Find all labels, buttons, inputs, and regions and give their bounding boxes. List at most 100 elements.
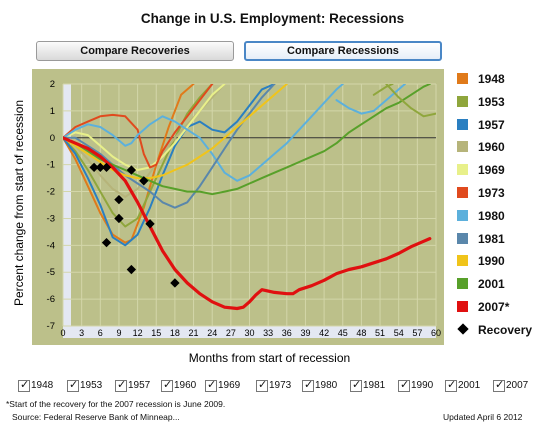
y-tick-label: -7 — [47, 321, 55, 332]
checkbox-label: 2001 — [458, 380, 481, 391]
y-tick-label: 2 — [50, 79, 55, 90]
updated-note: Updated April 6 2012 — [443, 412, 523, 422]
legend-swatch — [457, 232, 468, 244]
legend-label: 1981 — [478, 231, 505, 246]
legend-label: 2001 — [478, 277, 505, 292]
legend-label: 1953 — [478, 94, 505, 109]
x-tick-label: 39 — [300, 328, 310, 338]
series-group — [63, 84, 436, 311]
x-tick-label: 12 — [133, 328, 143, 338]
recovery-marker — [126, 165, 137, 175]
checkbox-box[interactable]: ✓ — [256, 379, 268, 392]
legend-label: 1960 — [478, 140, 505, 155]
checkmark-icon: ✓ — [352, 379, 362, 391]
series-line-1973 — [63, 84, 214, 169]
legend-swatch — [457, 141, 468, 153]
y-tick-label: 0 — [50, 133, 55, 144]
legend-label: 1980 — [478, 208, 505, 223]
checkbox-box[interactable]: ✓ — [350, 379, 362, 392]
compare-recessions-button[interactable]: Compare Recessions — [244, 41, 442, 61]
legend-label: 1990 — [478, 254, 505, 269]
recovery-marker — [145, 219, 155, 229]
checkbox-box[interactable]: ✓ — [445, 379, 457, 392]
series-line-extension-a — [372, 84, 394, 96]
recovery-marker — [126, 264, 137, 275]
x-tick-label: 27 — [226, 328, 236, 338]
y-tick-label: -3 — [47, 213, 55, 224]
legend-swatch — [457, 255, 468, 267]
checkbox-box[interactable]: ✓ — [67, 379, 79, 392]
legend-label: 1973 — [478, 186, 505, 200]
checkmark-icon: ✓ — [304, 379, 314, 391]
checkmark-icon: ✓ — [400, 379, 410, 391]
footnote: *Start of the recovery for the 2007 rece… — [6, 399, 226, 409]
x-tick-label: 36 — [282, 328, 292, 338]
x-tick-label: 18 — [170, 328, 180, 338]
checkbox-box[interactable]: ✓ — [398, 379, 410, 392]
x-tick-label: 51 — [375, 328, 385, 338]
legend-swatch — [457, 95, 468, 107]
legend-label: 1969 — [478, 163, 505, 178]
y-axis-band — [63, 84, 71, 326]
legend-swatch — [457, 187, 468, 198]
checkbox-box[interactable]: ✓ — [205, 379, 217, 392]
checkbox-label: 1969 — [218, 380, 241, 391]
legend-label: 2007* — [478, 300, 510, 314]
x-tick-label: 30 — [244, 328, 254, 338]
y-tick-label: -6 — [47, 294, 55, 305]
checkbox-label: 1948 — [31, 380, 54, 391]
series-line-1957 — [63, 84, 276, 247]
checkmark-icon: ✓ — [207, 379, 217, 391]
series-line-extension-c — [385, 84, 436, 118]
checkbox-label: 1980 — [315, 380, 338, 391]
compare-recoveries-button[interactable]: Compare Recoveries — [36, 41, 234, 61]
x-tick-label: 57 — [412, 328, 422, 338]
legend-label: 1957 — [478, 117, 505, 132]
checkbox-box[interactable]: ✓ — [18, 379, 30, 392]
recovery-marker — [101, 162, 112, 173]
checkbox-label: 1981 — [363, 380, 386, 391]
legend-swatch — [457, 301, 468, 312]
series-line-1980 — [63, 84, 344, 182]
checkbox-label: 2007 — [506, 380, 529, 391]
x-tick-label: 42 — [319, 328, 329, 338]
source-note: Source: Federal Reserve Bank of Minneap.… — [12, 412, 180, 422]
x-tick-label: 0 — [60, 328, 65, 338]
x-tick-label: 33 — [263, 328, 273, 338]
y-axis-title: Percent change from start of recession — [12, 100, 26, 306]
checkmark-icon: ✓ — [69, 379, 79, 391]
x-tick-label: 24 — [207, 328, 217, 338]
x-tick-label: 54 — [394, 328, 404, 338]
x-tick-label: 48 — [356, 328, 366, 338]
legend-swatch — [457, 118, 468, 130]
checkbox-box[interactable]: ✓ — [161, 379, 173, 392]
series-line-1953 — [63, 84, 214, 228]
checkbox-box[interactable]: ✓ — [493, 379, 505, 392]
y-tick-label: -1 — [47, 160, 55, 171]
checkbox-label: 1957 — [128, 380, 151, 391]
recovery-marker — [89, 162, 99, 173]
checkbox-box[interactable]: ✓ — [115, 379, 127, 392]
x-tick-label: 60 — [431, 328, 441, 338]
checkmark-icon: ✓ — [117, 379, 127, 391]
recovery-marker — [114, 194, 124, 205]
x-tick-label: 21 — [189, 328, 199, 338]
legend-label: Recovery — [478, 322, 533, 337]
checkbox-box[interactable]: ✓ — [302, 379, 314, 392]
series-line-extension-b — [335, 84, 406, 115]
checkbox-label: 1990 — [411, 380, 434, 391]
checkmark-icon: ✓ — [447, 379, 457, 391]
checkbox-label: 1953 — [80, 380, 103, 391]
legend-swatch — [457, 278, 468, 290]
y-tick-label: -5 — [47, 267, 55, 278]
y-tick-label: 1 — [50, 106, 55, 117]
chart-title: Change in U.S. Employment: Recessions — [140, 11, 405, 26]
checkbox-label: 1960 — [174, 380, 197, 391]
series-line-1969 — [63, 84, 226, 171]
x-tick-label: 9 — [116, 328, 121, 338]
x-axis-title: Months from start of recession — [189, 351, 350, 365]
x-tick-label: 45 — [338, 328, 348, 338]
legend-swatch — [457, 209, 468, 221]
checkmark-icon: ✓ — [163, 379, 173, 391]
